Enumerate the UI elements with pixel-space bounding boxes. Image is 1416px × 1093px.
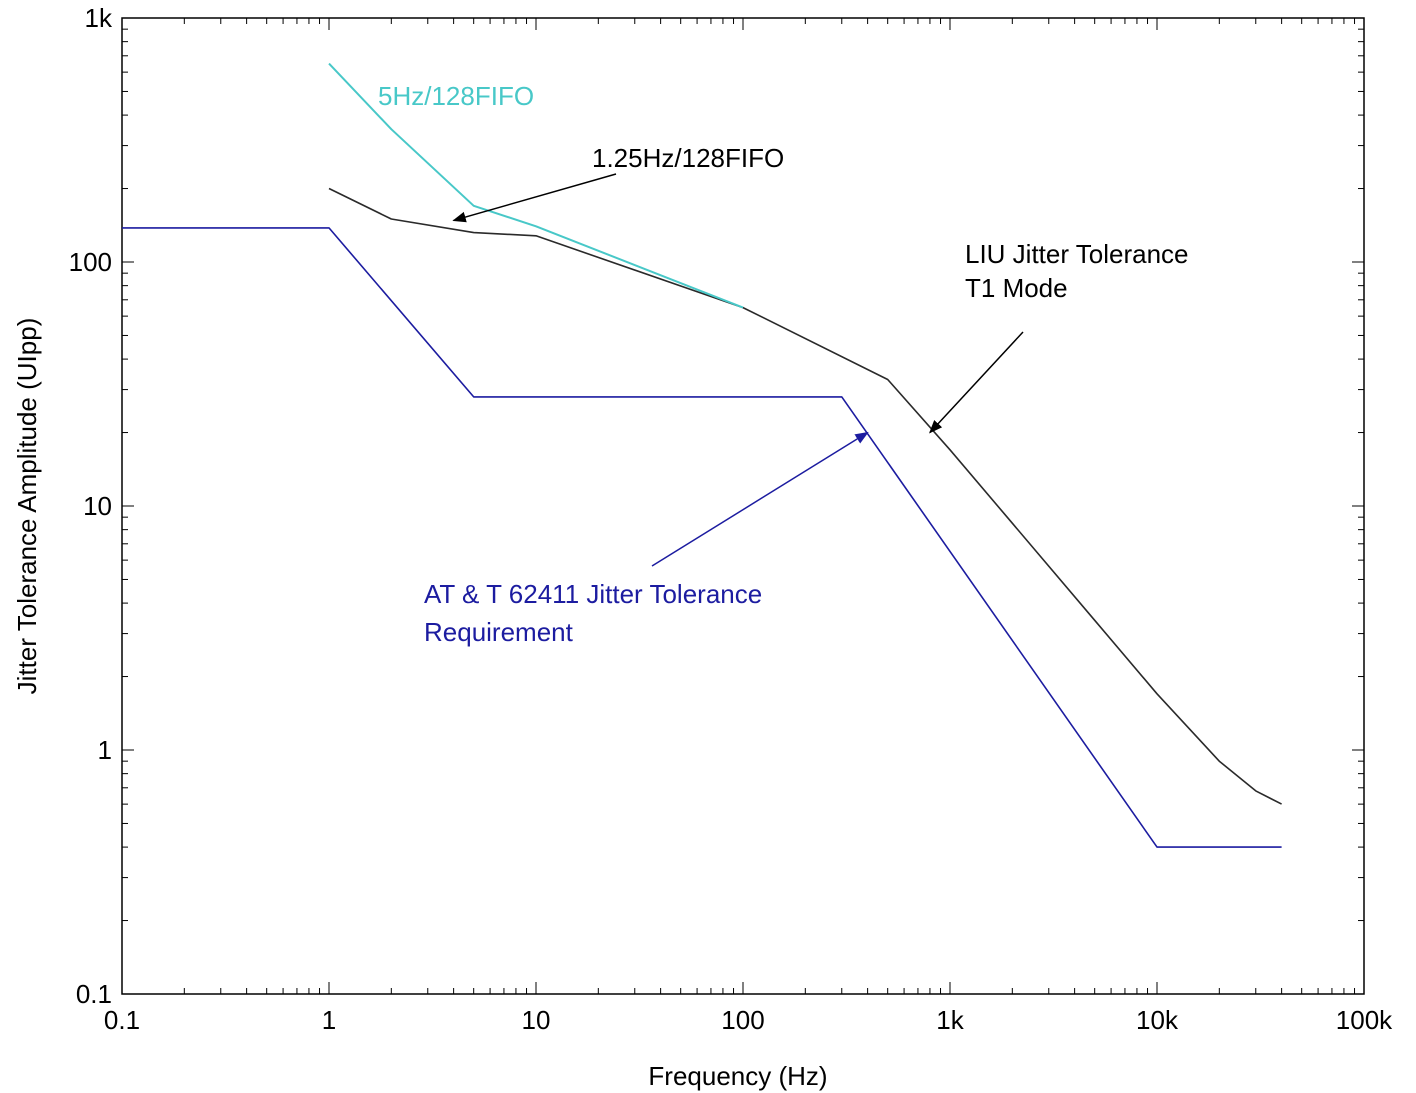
series-lines [122, 62, 1282, 848]
x-tick-labels: 0.1 1 10 100 1k 10k 100k [104, 1005, 1393, 1035]
series-line [328, 62, 744, 309]
x-tick-label: 1 [322, 1005, 336, 1035]
annotation-liu-arrow [929, 331, 1024, 434]
y-tick-label: 10 [83, 491, 112, 521]
y-tick-label: 1 [98, 735, 112, 765]
annotation-att-arrow [651, 431, 869, 567]
plot-area [121, 17, 1365, 995]
annotation-5hz-128fifo: 5Hz/128FIFO [378, 81, 534, 111]
y-tick-label: 0.1 [76, 979, 112, 1009]
annotation-liu-line2: T1 Mode [965, 273, 1068, 303]
x-tick-label: 100k [1336, 1005, 1393, 1035]
series-line [328, 187, 1282, 805]
annotation-att-line1: AT & T 62411 Jitter Tolerance [424, 579, 762, 609]
x-axis-title: Frequency (Hz) [648, 1061, 827, 1091]
annotation-1-25hz-128fifo: 1.25Hz/128FIFO [592, 143, 784, 173]
series-line [122, 227, 1282, 848]
y-axis-title: Jitter Tolerance Amplitude (UIpp) [12, 318, 42, 695]
y-tick-labels: 0.1 1 10 100 1k [69, 3, 113, 1009]
x-tick-label: 10k [1136, 1005, 1179, 1035]
x-tick-label: 0.1 [104, 1005, 140, 1035]
x-tick-label: 1k [936, 1005, 964, 1035]
x-tick-label: 10 [522, 1005, 551, 1035]
y-tick-label: 100 [69, 247, 112, 277]
y-tick-label: 1k [85, 3, 113, 33]
axis-ticks [121, 17, 1365, 995]
annotation-att-line2: Requirement [424, 617, 574, 647]
annotation-liu-line1: LIU Jitter Tolerance [965, 239, 1189, 269]
x-tick-label: 100 [721, 1005, 764, 1035]
annotation-1-25hz-arrow [452, 173, 617, 223]
